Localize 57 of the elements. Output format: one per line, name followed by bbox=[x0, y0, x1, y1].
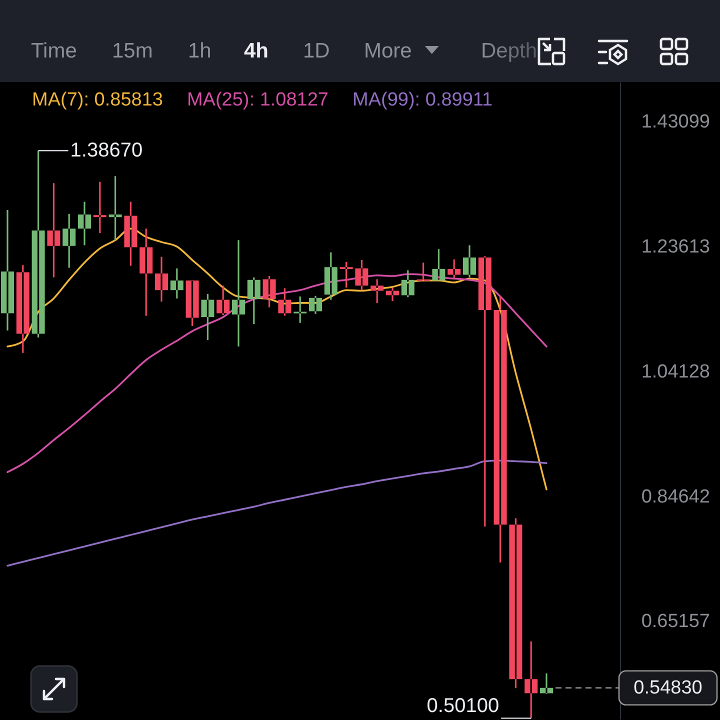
candlestick bbox=[324, 252, 338, 300]
candlestick bbox=[247, 277, 260, 324]
text: MA(99): 0.89911 bbox=[352, 90, 493, 110]
text: More bbox=[364, 40, 412, 62]
candlestick bbox=[386, 288, 399, 302]
candlestick bbox=[416, 262, 430, 282]
candlestick bbox=[524, 641, 538, 718]
candlestick bbox=[540, 673, 553, 694]
text: 1D bbox=[303, 40, 330, 62]
candlestick bbox=[216, 286, 230, 316]
line-series bbox=[6, 273, 548, 474]
candlestick bbox=[262, 276, 276, 308]
candlestick bbox=[124, 202, 138, 266]
candlestick bbox=[186, 280, 199, 326]
candlestick bbox=[494, 296, 507, 562]
candlestick bbox=[370, 279, 384, 303]
candlestick bbox=[108, 176, 122, 240]
text: 4h bbox=[244, 40, 269, 62]
candlestick bbox=[309, 296, 322, 314]
candlestick bbox=[463, 245, 476, 278]
candlestick bbox=[509, 518, 522, 688]
candlestick bbox=[62, 214, 76, 268]
candlestick bbox=[340, 262, 353, 288]
candlestick bbox=[278, 288, 292, 316]
candlestick bbox=[448, 259, 461, 278]
candlestick bbox=[93, 182, 106, 234]
text: Time bbox=[31, 40, 77, 62]
candlestick bbox=[355, 260, 368, 290]
candlestick bbox=[32, 150, 45, 338]
candlestick bbox=[232, 240, 245, 347]
candlestick bbox=[1, 210, 14, 331]
line-series bbox=[6, 460, 548, 567]
candlestick bbox=[294, 296, 307, 323]
y-tick-label: 1.23613 bbox=[641, 236, 710, 258]
candlestick bbox=[155, 256, 168, 302]
candlestick bbox=[170, 268, 184, 298]
candlestick bbox=[78, 202, 91, 246]
annotation: 0.50100 bbox=[426, 695, 500, 717]
candlestick bbox=[478, 256, 492, 527]
ref-line-label: 0.54830 bbox=[634, 677, 702, 698]
text: MA(7): 0.85813 bbox=[32, 90, 163, 110]
candlestick bbox=[140, 228, 153, 316]
candlestick bbox=[47, 183, 60, 278]
text: 1h bbox=[188, 40, 212, 62]
text: MA(25): 1.08127 bbox=[186, 90, 328, 110]
line-series bbox=[6, 228, 548, 490]
candlestick bbox=[401, 270, 414, 298]
text: 15m bbox=[112, 40, 153, 62]
text: Depth bbox=[481, 40, 538, 62]
y-tick-label: 0.65157 bbox=[641, 611, 710, 632]
y-tick-label: 1.04128 bbox=[641, 361, 710, 382]
y-tick-label: 1.43099 bbox=[641, 112, 710, 133]
annotation: 1.38670 bbox=[70, 140, 143, 162]
y-tick-label: 0.84642 bbox=[641, 486, 710, 508]
candlestick bbox=[201, 294, 214, 340]
candlestick bbox=[16, 265, 30, 353]
candlestick bbox=[432, 249, 446, 282]
